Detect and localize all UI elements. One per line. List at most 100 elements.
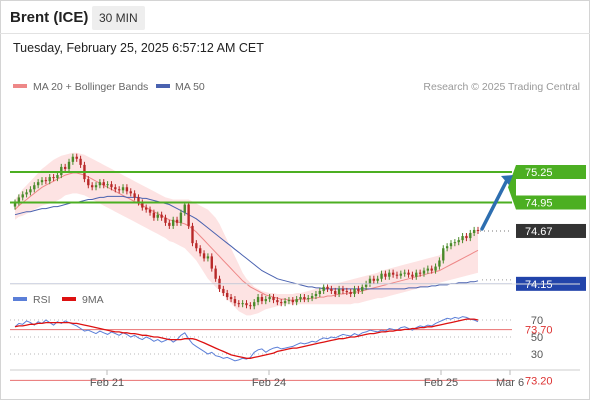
candle-body xyxy=(426,268,430,271)
candle-body xyxy=(175,219,179,223)
candle-body xyxy=(206,256,210,259)
candle-body xyxy=(245,303,248,306)
candle-body xyxy=(322,286,325,291)
level-tag-resistance xyxy=(516,195,586,210)
rsi-tick-label: 70 xyxy=(531,315,543,327)
candle-body xyxy=(179,212,183,223)
rsi-legend-swatch xyxy=(13,297,27,301)
candle-body xyxy=(36,182,40,186)
candle-body xyxy=(434,266,437,271)
candle-body xyxy=(442,248,445,261)
candle-body xyxy=(191,225,194,244)
candle-body xyxy=(411,274,414,277)
candle-body xyxy=(33,185,36,190)
candle-body xyxy=(457,240,460,243)
candle-body xyxy=(71,156,75,162)
candle-body xyxy=(44,180,48,182)
candle-body xyxy=(287,300,291,302)
candle-body xyxy=(445,246,449,249)
candle-body xyxy=(310,296,314,299)
level-label-resistance: 75.25 xyxy=(525,167,553,179)
credit-label: Research © 2025 Trading Central xyxy=(423,81,580,93)
candle-body xyxy=(314,294,318,297)
candle-body xyxy=(98,182,102,186)
candle-body xyxy=(199,248,202,254)
rsi-legend: RSI 9MA xyxy=(13,294,104,306)
candle-body xyxy=(256,297,260,303)
candle-body xyxy=(253,302,256,307)
candle-body xyxy=(241,303,244,305)
candle-body xyxy=(210,256,213,269)
candle-body xyxy=(283,301,287,304)
ma50-line xyxy=(14,195,479,290)
timestamp: Tuesday, February 25, 2025 6:57:12 AM CE… xyxy=(13,41,264,55)
candle-body xyxy=(372,278,376,281)
candle-body xyxy=(117,189,121,191)
candle-body xyxy=(121,187,125,191)
x-tick-label: Feb 21 xyxy=(90,377,124,389)
candle-body xyxy=(395,274,399,276)
candle-body xyxy=(465,236,468,239)
candle-body xyxy=(384,273,387,277)
rsi-legend-label: RSI xyxy=(33,294,51,306)
candle-body xyxy=(418,272,422,274)
ma50-legend-swatch xyxy=(156,84,170,88)
level-tag-resistance xyxy=(516,165,586,179)
candle-body xyxy=(233,299,237,304)
candle-body xyxy=(272,297,275,301)
candle-body xyxy=(90,185,94,188)
header-divider xyxy=(0,33,590,34)
level-label-pivot: 74.15 xyxy=(525,279,553,291)
candle-body xyxy=(129,191,132,194)
candle-body xyxy=(476,229,480,231)
candle-body xyxy=(276,300,279,303)
candle-body xyxy=(160,214,163,218)
candle-body xyxy=(388,272,391,277)
candle-body xyxy=(341,288,345,291)
rsi-ma9-line xyxy=(14,318,479,359)
candle-body xyxy=(137,197,140,203)
instrument-title: Brent (ICE) xyxy=(10,9,89,26)
candle-body xyxy=(110,184,113,188)
candle-body xyxy=(183,204,186,213)
candle-body xyxy=(222,288,225,293)
candle-body xyxy=(264,299,267,302)
resistance-tag-pointer xyxy=(508,165,516,210)
candle-body xyxy=(430,268,433,271)
candle-body xyxy=(380,273,383,279)
candle-body xyxy=(195,243,198,249)
candle-body xyxy=(453,242,457,244)
candle-body xyxy=(29,189,32,193)
candle-body xyxy=(303,297,306,300)
timeframe-button[interactable]: 30 MIN xyxy=(92,6,145,30)
candle-body xyxy=(63,166,67,169)
candle-body xyxy=(114,187,117,190)
candle-body xyxy=(156,214,159,218)
candle-body xyxy=(345,290,349,292)
candle-body xyxy=(326,286,329,289)
candle-body xyxy=(260,297,264,302)
ma9-legend-swatch xyxy=(62,297,76,301)
price-panel: 75.25 74.95 74.15 73.70 73.20 74.67 xyxy=(10,152,586,387)
x-axis: Feb 21 Feb 24 Feb 25 Mar 6 xyxy=(90,370,524,389)
candle-body xyxy=(291,300,294,303)
candle-body xyxy=(376,278,379,281)
candle-body xyxy=(449,243,453,247)
candle-body xyxy=(307,298,310,300)
candle-body xyxy=(48,177,51,182)
candle-body xyxy=(125,187,129,192)
ma20-legend-swatch xyxy=(13,84,27,88)
candle-body xyxy=(25,192,28,195)
last-price-label: 74.67 xyxy=(525,226,553,238)
candle-body xyxy=(391,272,395,275)
candle-body xyxy=(52,177,55,179)
x-tick-label: Feb 25 xyxy=(424,377,458,389)
candle-body xyxy=(237,303,240,305)
candle-body xyxy=(56,175,59,179)
level-label-support: 73.20 xyxy=(525,375,553,387)
candle-body xyxy=(171,219,175,226)
candle-body xyxy=(133,193,136,198)
candle-body xyxy=(168,222,171,226)
candle-body xyxy=(226,292,229,298)
candle-body xyxy=(187,204,190,226)
